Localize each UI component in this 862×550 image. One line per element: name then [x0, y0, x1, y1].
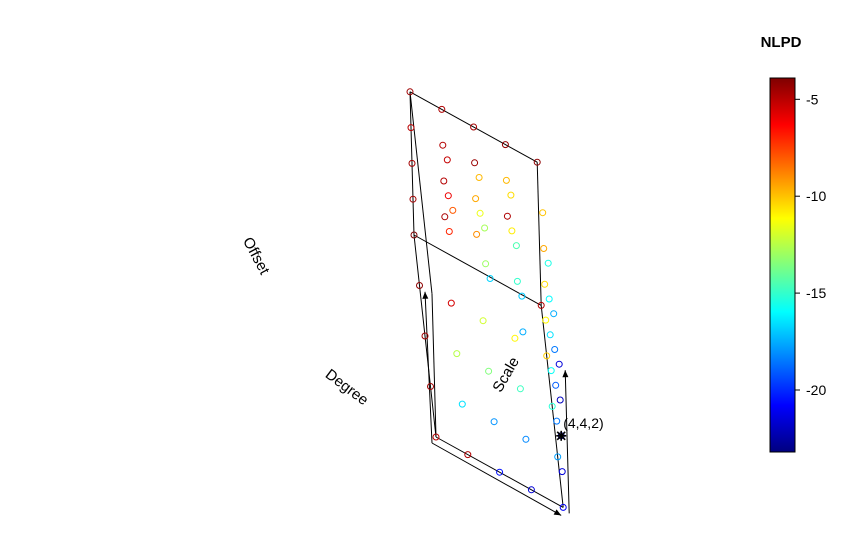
colorbar-tick-label: -10: [806, 188, 826, 204]
plot-box: [409, 91, 570, 516]
data-point: [519, 328, 527, 336]
data-point: [527, 486, 535, 494]
data-point: [482, 260, 490, 268]
data-point: [548, 402, 556, 410]
data-point: [453, 350, 461, 358]
data-point: [470, 123, 478, 131]
data-point: [486, 275, 494, 282]
data-point: [551, 346, 559, 353]
data-point: [543, 352, 551, 360]
data-point: [496, 468, 504, 476]
data-point: [427, 383, 434, 390]
degree-axis-arrow-head: [553, 509, 562, 516]
box-edge-left-vertical: [431, 293, 437, 438]
colorbar-tick-label: -5: [806, 91, 819, 107]
data-point: [516, 385, 524, 393]
data-point: [490, 418, 498, 426]
data-point: [559, 503, 567, 511]
data-point: [512, 242, 520, 250]
data-point: [432, 433, 440, 441]
data-point: [479, 317, 487, 325]
data-point: [518, 292, 526, 300]
data-point: [555, 360, 563, 368]
data-point: [537, 301, 545, 309]
colorbar-ticks: -5 -10 -15 -20: [795, 91, 826, 398]
data-point: [558, 468, 566, 476]
data-point: [522, 435, 530, 443]
colorbar-tick-label: -20: [806, 382, 826, 398]
data-point: [503, 212, 511, 220]
data-point: [449, 206, 457, 214]
colorbar-gradient: [769, 77, 796, 453]
data-point: [546, 331, 554, 339]
box-edge-floor-front: [435, 436, 564, 508]
scale-axis-arrow: [564, 370, 570, 514]
data-point: [471, 159, 479, 167]
back-edge-offset: [409, 91, 415, 236]
data-point: [556, 396, 564, 404]
data-point: [542, 316, 550, 324]
data-point: [441, 213, 449, 221]
data-point: [409, 195, 417, 203]
offset-axis-arrow: [424, 291, 433, 444]
data-point: [472, 195, 480, 203]
data-point: [410, 231, 418, 239]
data-point: [464, 451, 472, 459]
data-point: [476, 209, 484, 217]
data-point: [447, 299, 455, 307]
data-point: [406, 88, 414, 96]
annotation-marker: [556, 430, 567, 441]
annotation-layer: (4,4,2): [556, 415, 604, 441]
data-point: [550, 310, 558, 318]
colorbar-title: NLPD: [761, 34, 802, 51]
z-axis-label: Offset: [239, 234, 273, 278]
colorbar: NLPD -5 -10 -15 -20: [761, 34, 826, 453]
data-point: [513, 277, 521, 285]
data-point: [439, 141, 447, 149]
data-point: [408, 159, 416, 167]
data-point: [545, 295, 553, 303]
data-point: [458, 400, 466, 408]
data-point: [407, 124, 415, 132]
box-edge-right-vertical: [536, 162, 542, 306]
data-point: [540, 245, 548, 252]
data-point: [533, 158, 541, 166]
data-point: [421, 332, 429, 340]
offset-axis-arrow-head: [422, 291, 429, 299]
box-edge-top-right: [409, 91, 538, 163]
data-point: [416, 282, 423, 289]
data-point: [507, 191, 515, 199]
back-edge-degree: [413, 234, 437, 438]
data-point: [544, 259, 552, 267]
data-point: [541, 280, 549, 288]
data-point: [554, 453, 562, 461]
data-point: [481, 224, 489, 232]
data-point: [443, 156, 451, 164]
data-points: [406, 88, 567, 511]
degree-axis-arrow: [431, 442, 562, 516]
data-point: [438, 105, 446, 113]
data-point: [553, 417, 561, 425]
box-edge-floor-right: [540, 305, 564, 508]
back-edge-scale: [413, 234, 542, 306]
data-point: [475, 174, 483, 181]
data-point: [547, 367, 555, 375]
data-point: [508, 227, 516, 235]
data-point: [473, 230, 481, 238]
data-point: [440, 177, 448, 185]
x-axis-label: Degree: [322, 366, 372, 409]
data-point: [485, 367, 493, 375]
annotation-label: (4,4,2): [563, 415, 603, 431]
data-point: [501, 141, 509, 149]
data-point: [444, 192, 452, 200]
scale-axis-arrow-head: [562, 370, 569, 378]
data-point: [445, 228, 453, 235]
colorbar-tick-label: -15: [806, 285, 826, 301]
data-point: [552, 381, 560, 389]
data-point: [539, 209, 547, 217]
data-point: [502, 176, 510, 184]
data-point: [511, 334, 519, 342]
